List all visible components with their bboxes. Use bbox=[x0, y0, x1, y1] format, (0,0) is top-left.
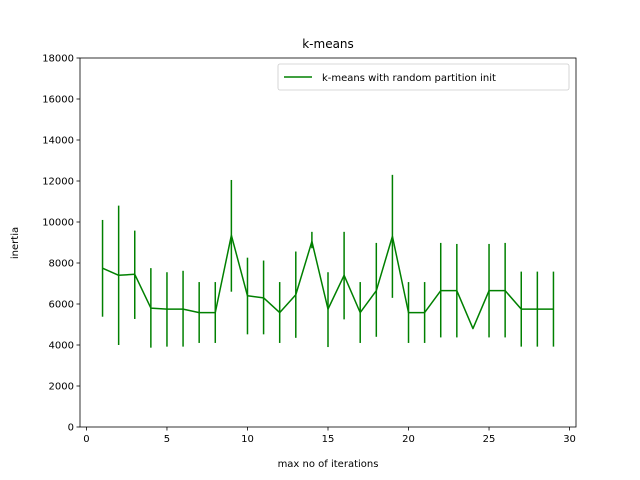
x-tick-label: 15 bbox=[322, 434, 335, 445]
y-tick-label: 12000 bbox=[42, 177, 74, 188]
y-tick-label: 14000 bbox=[42, 136, 74, 147]
y-tick-label: 6000 bbox=[49, 300, 74, 311]
x-axis-label: max no of iterations bbox=[278, 459, 379, 470]
x-tick-label: 0 bbox=[83, 434, 89, 445]
legend-box bbox=[277, 63, 570, 91]
x-tick-label: 20 bbox=[402, 434, 415, 445]
legend-label: k-means with random partition init bbox=[322, 73, 496, 84]
chart-title: k-means bbox=[302, 37, 354, 51]
y-tick-label: 18000 bbox=[42, 54, 74, 65]
y-tick-label: 8000 bbox=[49, 259, 74, 270]
x-tick-label: 25 bbox=[483, 434, 496, 445]
y-axis-label: inertia bbox=[10, 227, 21, 259]
y-tick-label: 16000 bbox=[42, 95, 74, 106]
y-tick-label: 4000 bbox=[49, 341, 74, 352]
x-tick-label: 30 bbox=[563, 434, 576, 445]
x-tick-label: 10 bbox=[241, 434, 254, 445]
y-tick-label: 0 bbox=[68, 423, 74, 434]
y-tick-label: 2000 bbox=[49, 382, 74, 393]
plot-layer: 0 5 10 15 20 25 30 0 2000 4000 6000 8000 10000 12000 1… bbox=[42, 54, 577, 445]
y-tick-label: 10000 bbox=[42, 218, 74, 229]
x-tick-label: 5 bbox=[164, 434, 170, 445]
series-line bbox=[102, 234, 554, 330]
